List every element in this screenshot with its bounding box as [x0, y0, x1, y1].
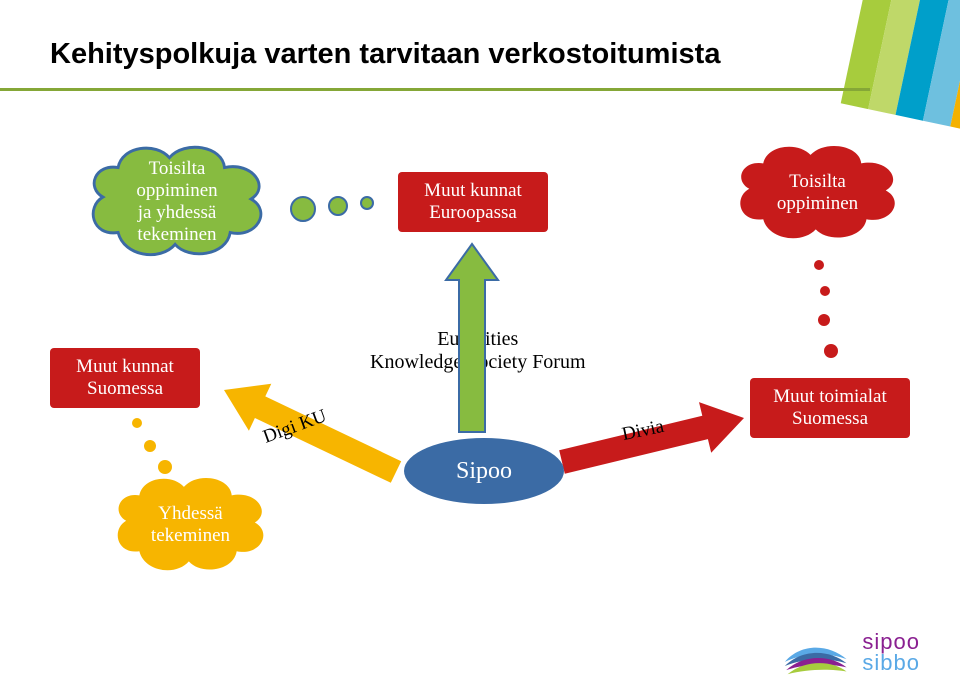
corner-stripes — [841, 0, 960, 132]
box-muut-toimialat-suomessa: Muut toimialat Suomessa — [750, 378, 910, 438]
brand-logo: sipoo sibbo — [780, 629, 920, 677]
box-text: Muut toimialat — [773, 386, 886, 408]
cloud-text: tekeminen — [137, 224, 216, 246]
cloud-text: ja yhdessä — [138, 202, 217, 224]
arrow-label-digi-ku: Digi KU — [260, 405, 330, 448]
logo-swoosh-icon — [780, 629, 850, 677]
arrow — [224, 384, 401, 483]
logo-text: sipoo sibbo — [862, 632, 920, 674]
eurocities-line: Knowledge Society Forum — [370, 351, 586, 374]
cloud-text: tekeminen — [151, 525, 230, 547]
center-node-label: Sipoo — [456, 458, 512, 485]
box-muut-kunnat-euroopassa: Muut kunnat Euroopassa — [398, 172, 548, 232]
center-node-sipoo: Sipoo — [404, 438, 564, 504]
dot — [820, 286, 830, 296]
box-muut-kunnat-suomessa: Muut kunnat Suomessa — [50, 348, 200, 408]
box-text: Euroopassa — [429, 202, 517, 224]
dot — [144, 440, 156, 452]
box-text: Muut kunnat — [424, 180, 522, 202]
arrow-label-divia: Divia — [620, 416, 666, 446]
dot — [290, 196, 316, 222]
eurocities-label: Eurocities Knowledge Society Forum — [370, 328, 586, 374]
cloud-yhdessa-tekeminen: Yhdessä tekeminen — [108, 470, 273, 580]
eurocities-line: Eurocities — [370, 328, 586, 351]
box-text: Suomessa — [87, 378, 163, 400]
dot — [818, 314, 830, 326]
box-text: Suomessa — [792, 408, 868, 430]
dot — [328, 196, 348, 216]
cloud-text: Toisilta — [149, 158, 206, 180]
dot — [814, 260, 824, 270]
header-rule — [0, 88, 870, 91]
dot — [824, 344, 838, 358]
cloud-text: oppiminen — [777, 193, 858, 215]
cloud-text: Toisilta — [789, 171, 846, 193]
cloud-text: oppiminen — [136, 180, 217, 202]
cloud-text: Yhdessä — [158, 503, 222, 525]
dot — [132, 418, 142, 428]
logo-line-2: sibbo — [862, 653, 920, 674]
box-text: Muut kunnat — [76, 356, 174, 378]
dot — [360, 196, 374, 210]
page-title: Kehityspolkuja varten tarvitaan verkosto… — [50, 38, 720, 71]
cloud-toisilta-oppiminen-ja-yhdessa: Toisilta oppiminen ja yhdessä tekeminen — [82, 138, 272, 266]
cloud-toisilta-oppiminen: Toisilta oppiminen — [730, 138, 905, 248]
